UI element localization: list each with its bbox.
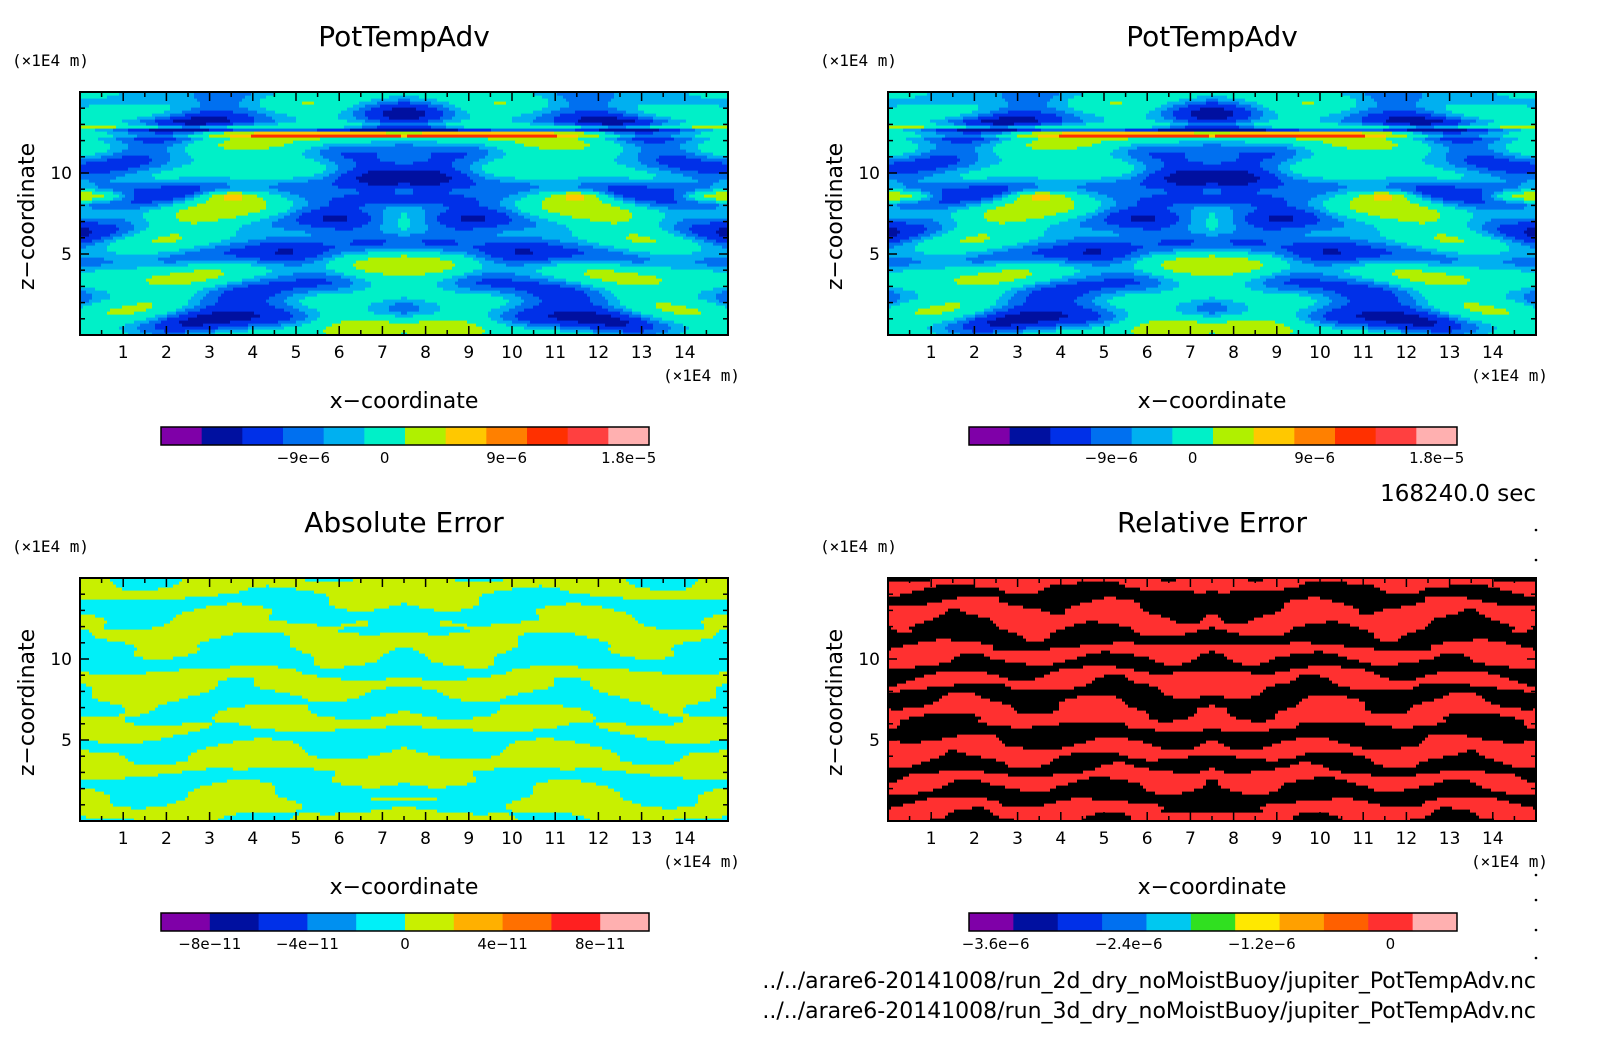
heatmap-cells [80, 92, 729, 336]
